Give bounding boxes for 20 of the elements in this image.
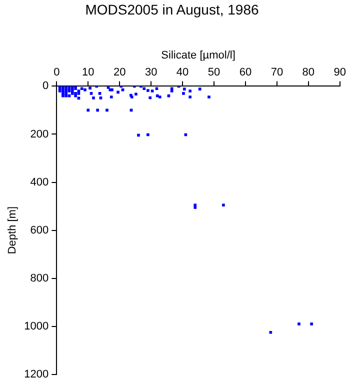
y-tick-label: 400 (30, 176, 49, 188)
y-tick-label: 600 (30, 224, 49, 236)
x-tick-label: 0 (54, 66, 60, 79)
x-tick-label: 70 (270, 66, 284, 79)
x-tick-label: 50 (208, 66, 220, 79)
x-tick-label: 20 (113, 66, 126, 79)
y-tick-label: 800 (30, 272, 49, 284)
y-tick-label: 200 (30, 128, 49, 140)
x-tick-label: 40 (176, 66, 189, 79)
y-tick-label: 1000 (24, 320, 49, 332)
y-tick-label: 0 (42, 80, 49, 92)
x-axis-title: Silicate [µmol/l] (161, 49, 236, 62)
y-tick-label: 1200 (24, 368, 49, 380)
chart-title: MODS2005 in August, 1986 (85, 1, 259, 18)
x-tick-label: 10 (82, 66, 94, 79)
x-tick-label: 80 (302, 66, 315, 79)
x-tick-label: 60 (239, 66, 252, 79)
x-tick-label: 90 (334, 66, 346, 79)
x-tick-label: 30 (144, 66, 158, 79)
y-axis-title: Depth [m] (6, 206, 19, 254)
